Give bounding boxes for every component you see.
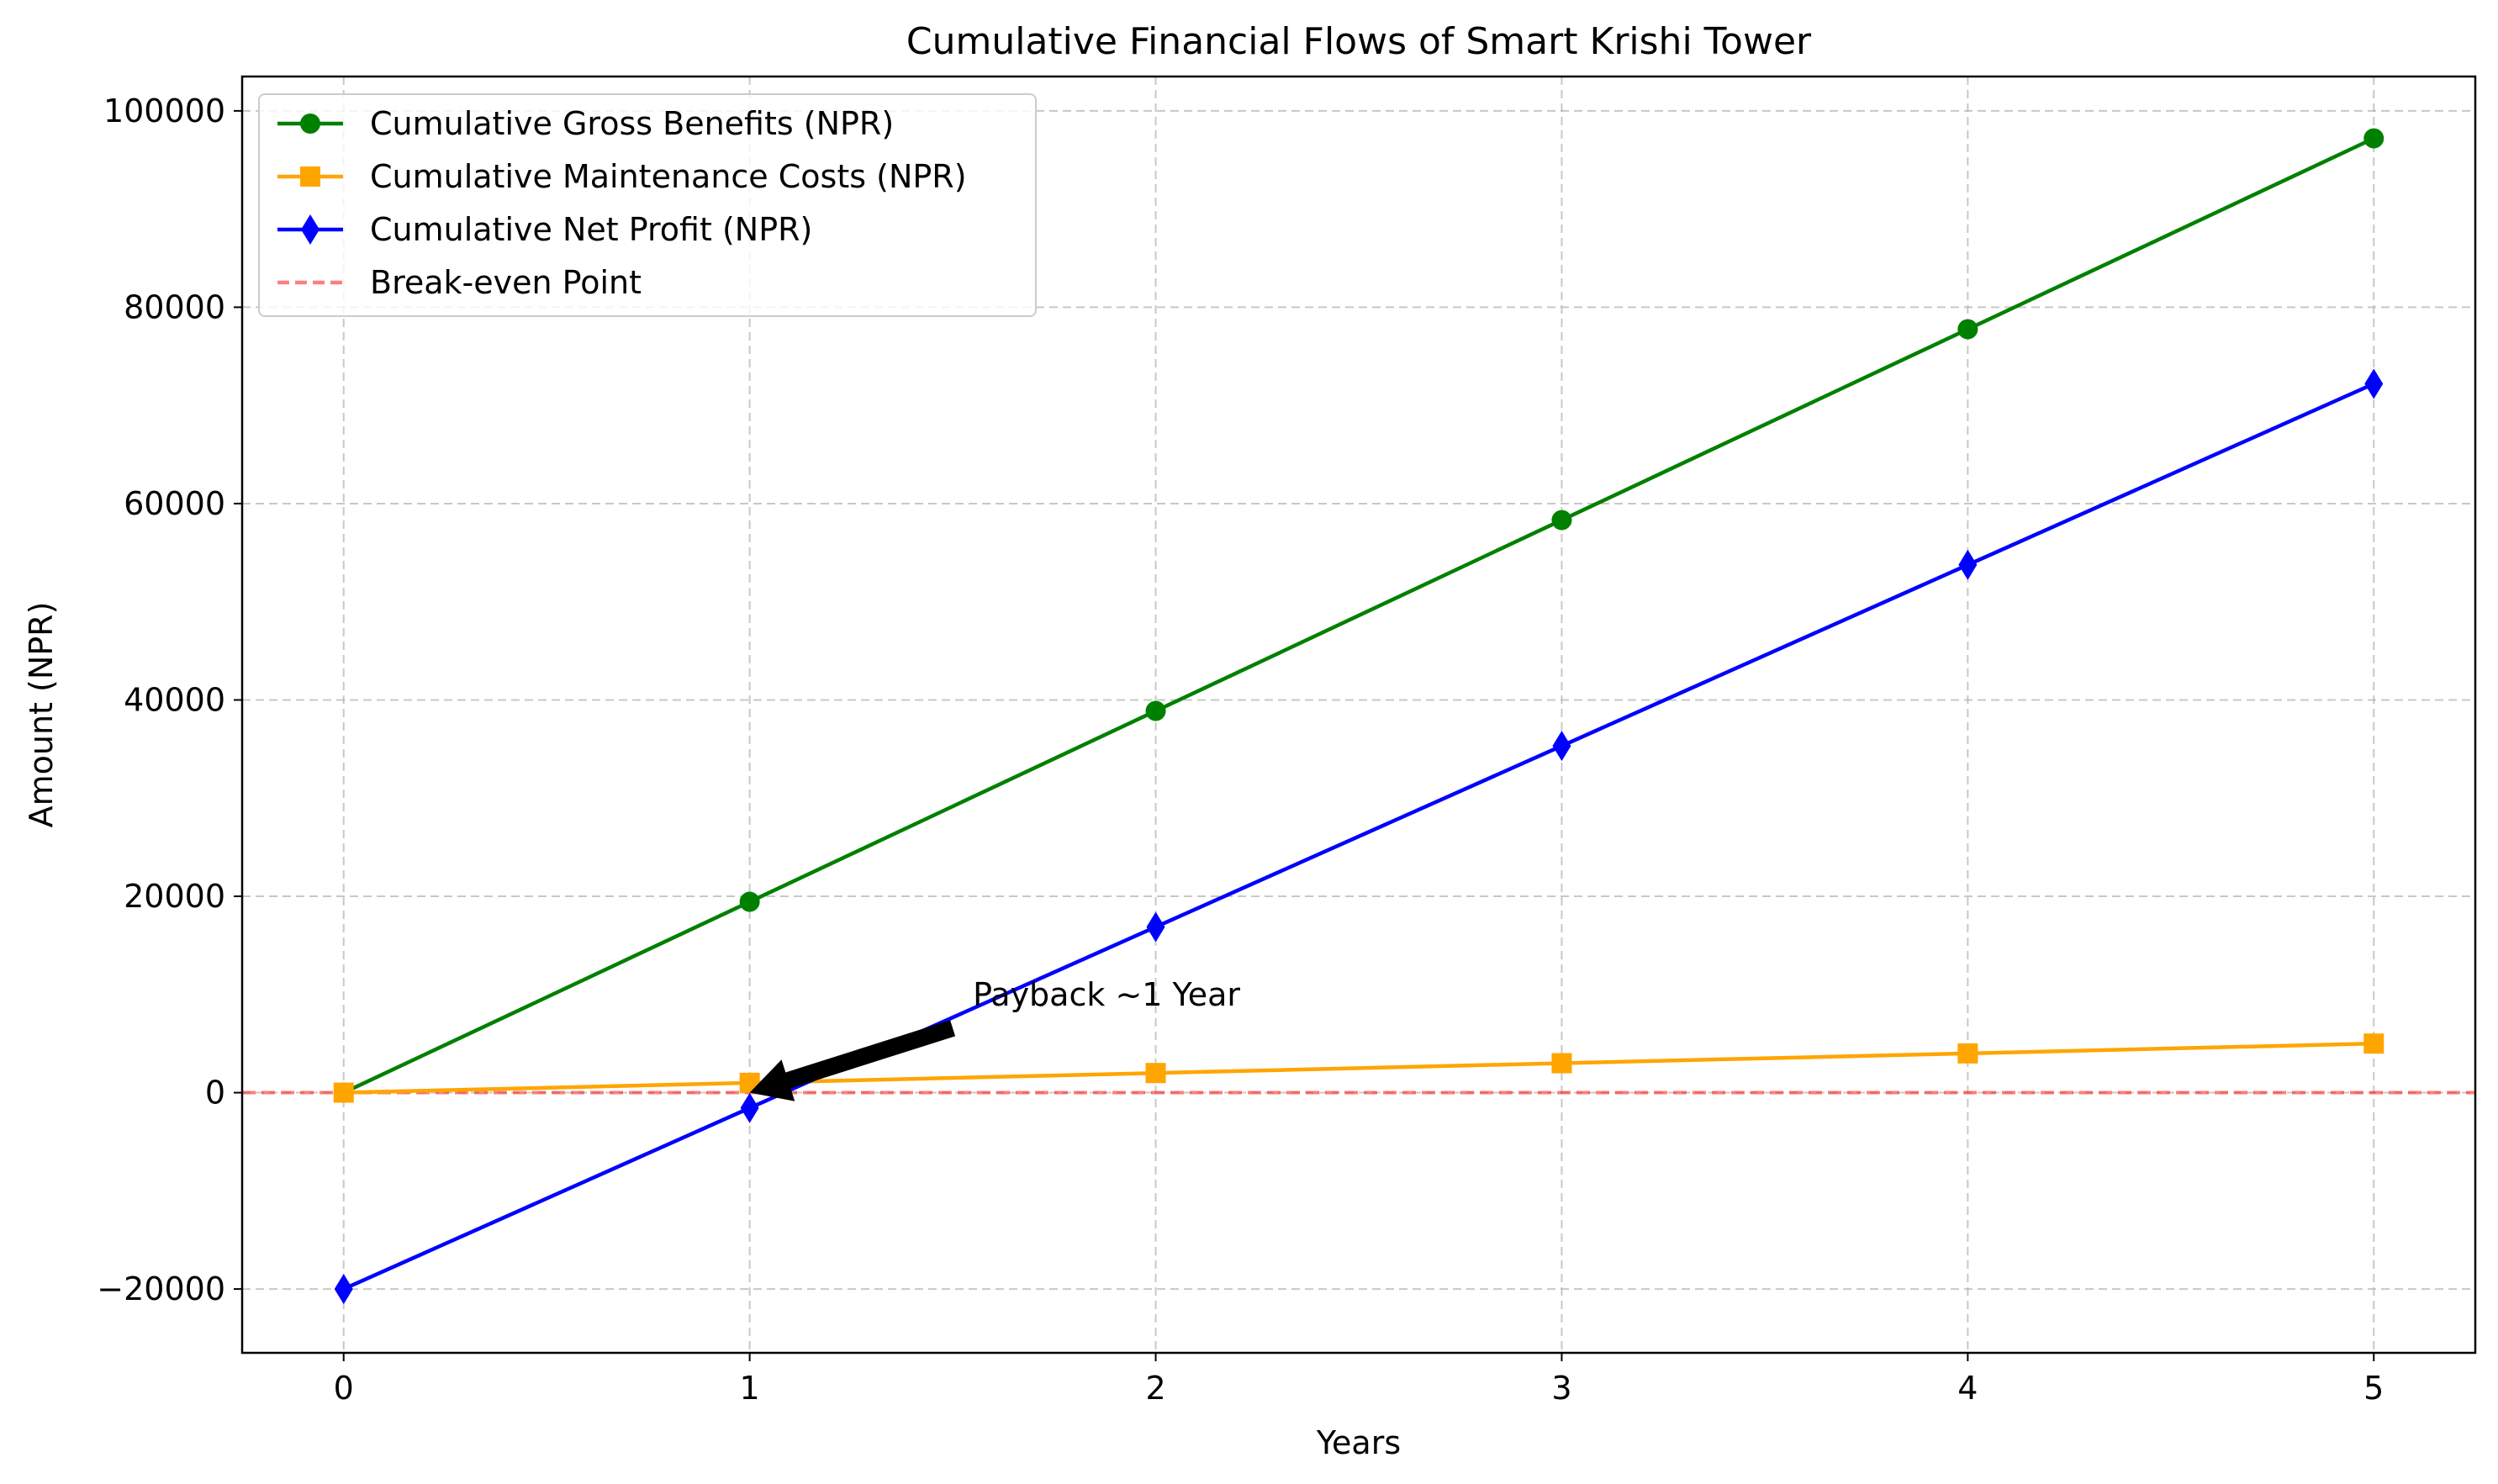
gross-benefits-point [739, 891, 760, 912]
maintenance-costs-point [2363, 1033, 2384, 1054]
gross-benefits-point [1551, 510, 1572, 531]
y-tick-label: −20000 [97, 1270, 225, 1307]
net-profit-point [2364, 368, 2384, 399]
y-tick-label: 100000 [103, 92, 225, 129]
x-tick-label: 5 [2363, 1370, 2384, 1407]
annotation-arrow [749, 1020, 956, 1101]
gross-benefits-point [1957, 319, 1978, 340]
series-layer [333, 128, 2384, 1305]
plot-frame [240, 75, 2477, 1355]
y-tick-label: 0 [205, 1075, 225, 1112]
net-profit-point [1146, 911, 1165, 943]
annotation-layer: Payback ~1 Year [749, 976, 1240, 1101]
net-profit-point [334, 1274, 353, 1305]
gross-benefits-point [1145, 700, 1166, 721]
legend-swatch-marker [300, 114, 320, 134]
gross-benefits-point [2363, 128, 2384, 149]
legend-swatch-marker [301, 214, 320, 245]
legend-label: Break-even Point [370, 264, 642, 301]
x-tick-label: 0 [334, 1370, 354, 1407]
maintenance-costs-point [1145, 1063, 1166, 1084]
y-tick-label: 20000 [124, 878, 225, 915]
legend-label: Cumulative Maintenance Costs (NPR) [370, 158, 967, 195]
series-net-profit [334, 368, 2384, 1305]
legend-swatch-marker [300, 166, 320, 187]
x-tick-label: 4 [1957, 1370, 1978, 1407]
net-profit-point [1552, 731, 1571, 762]
annotation-text: Payback ~1 Year [973, 976, 1240, 1013]
legend-entry: Cumulative Gross Benefits (NPR) [277, 105, 894, 142]
y-axis-title: Amount (NPR) [23, 602, 60, 828]
net-profit-point [740, 1092, 759, 1123]
maintenance-costs-point [1957, 1043, 1978, 1064]
ticks: 0 1 2 3 4 5 −20000 0 20000 40000 60000 80000 100000 [97, 92, 2384, 1407]
legend-entry: Cumulative Maintenance Costs (NPR) [277, 158, 967, 195]
net-profit-line [342, 382, 2375, 1291]
gross-benefits-line [342, 136, 2375, 1095]
series-maintenance-costs [333, 1033, 2384, 1103]
y-tick-label: 40000 [124, 681, 225, 718]
legend-label: Cumulative Net Profit (NPR) [370, 211, 812, 248]
legend-entry: Break-even Point [277, 264, 642, 301]
chart-title: Cumulative Financial Flows of Smart Kris… [906, 20, 1812, 63]
x-axis-title: Years [1316, 1424, 1401, 1461]
legend-label: Cumulative Gross Benefits (NPR) [370, 105, 894, 142]
legend: Cumulative Gross Benefits (NPR) Cumulativ… [258, 93, 1037, 317]
legend-box [258, 93, 1037, 317]
y-tick-label: 80000 [124, 288, 225, 325]
maintenance-costs-line [343, 1041, 2374, 1095]
net-profit-point [1958, 549, 1978, 580]
x-tick-label: 3 [1551, 1370, 1571, 1407]
maintenance-costs-point [1551, 1053, 1572, 1074]
x-tick-label: 2 [1145, 1370, 1165, 1407]
y-tick-label: 60000 [124, 485, 225, 522]
x-tick-label: 1 [740, 1370, 760, 1407]
legend-entries: Cumulative Gross Benefits (NPR) Cumulativ… [277, 105, 967, 301]
maintenance-costs-point [333, 1082, 354, 1103]
legend-entry: Cumulative Net Profit (NPR) [277, 211, 812, 248]
